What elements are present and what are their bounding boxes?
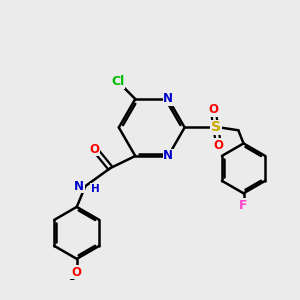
Text: F: F xyxy=(239,199,248,212)
Text: H: H xyxy=(91,184,100,194)
Text: O: O xyxy=(72,266,82,278)
Text: N: N xyxy=(163,92,173,106)
Text: S: S xyxy=(211,121,221,134)
Text: N: N xyxy=(163,149,173,163)
Text: O: O xyxy=(208,103,218,116)
Text: O: O xyxy=(214,139,224,152)
Text: N: N xyxy=(74,180,84,193)
Text: Cl: Cl xyxy=(111,75,124,88)
Text: O: O xyxy=(90,142,100,156)
